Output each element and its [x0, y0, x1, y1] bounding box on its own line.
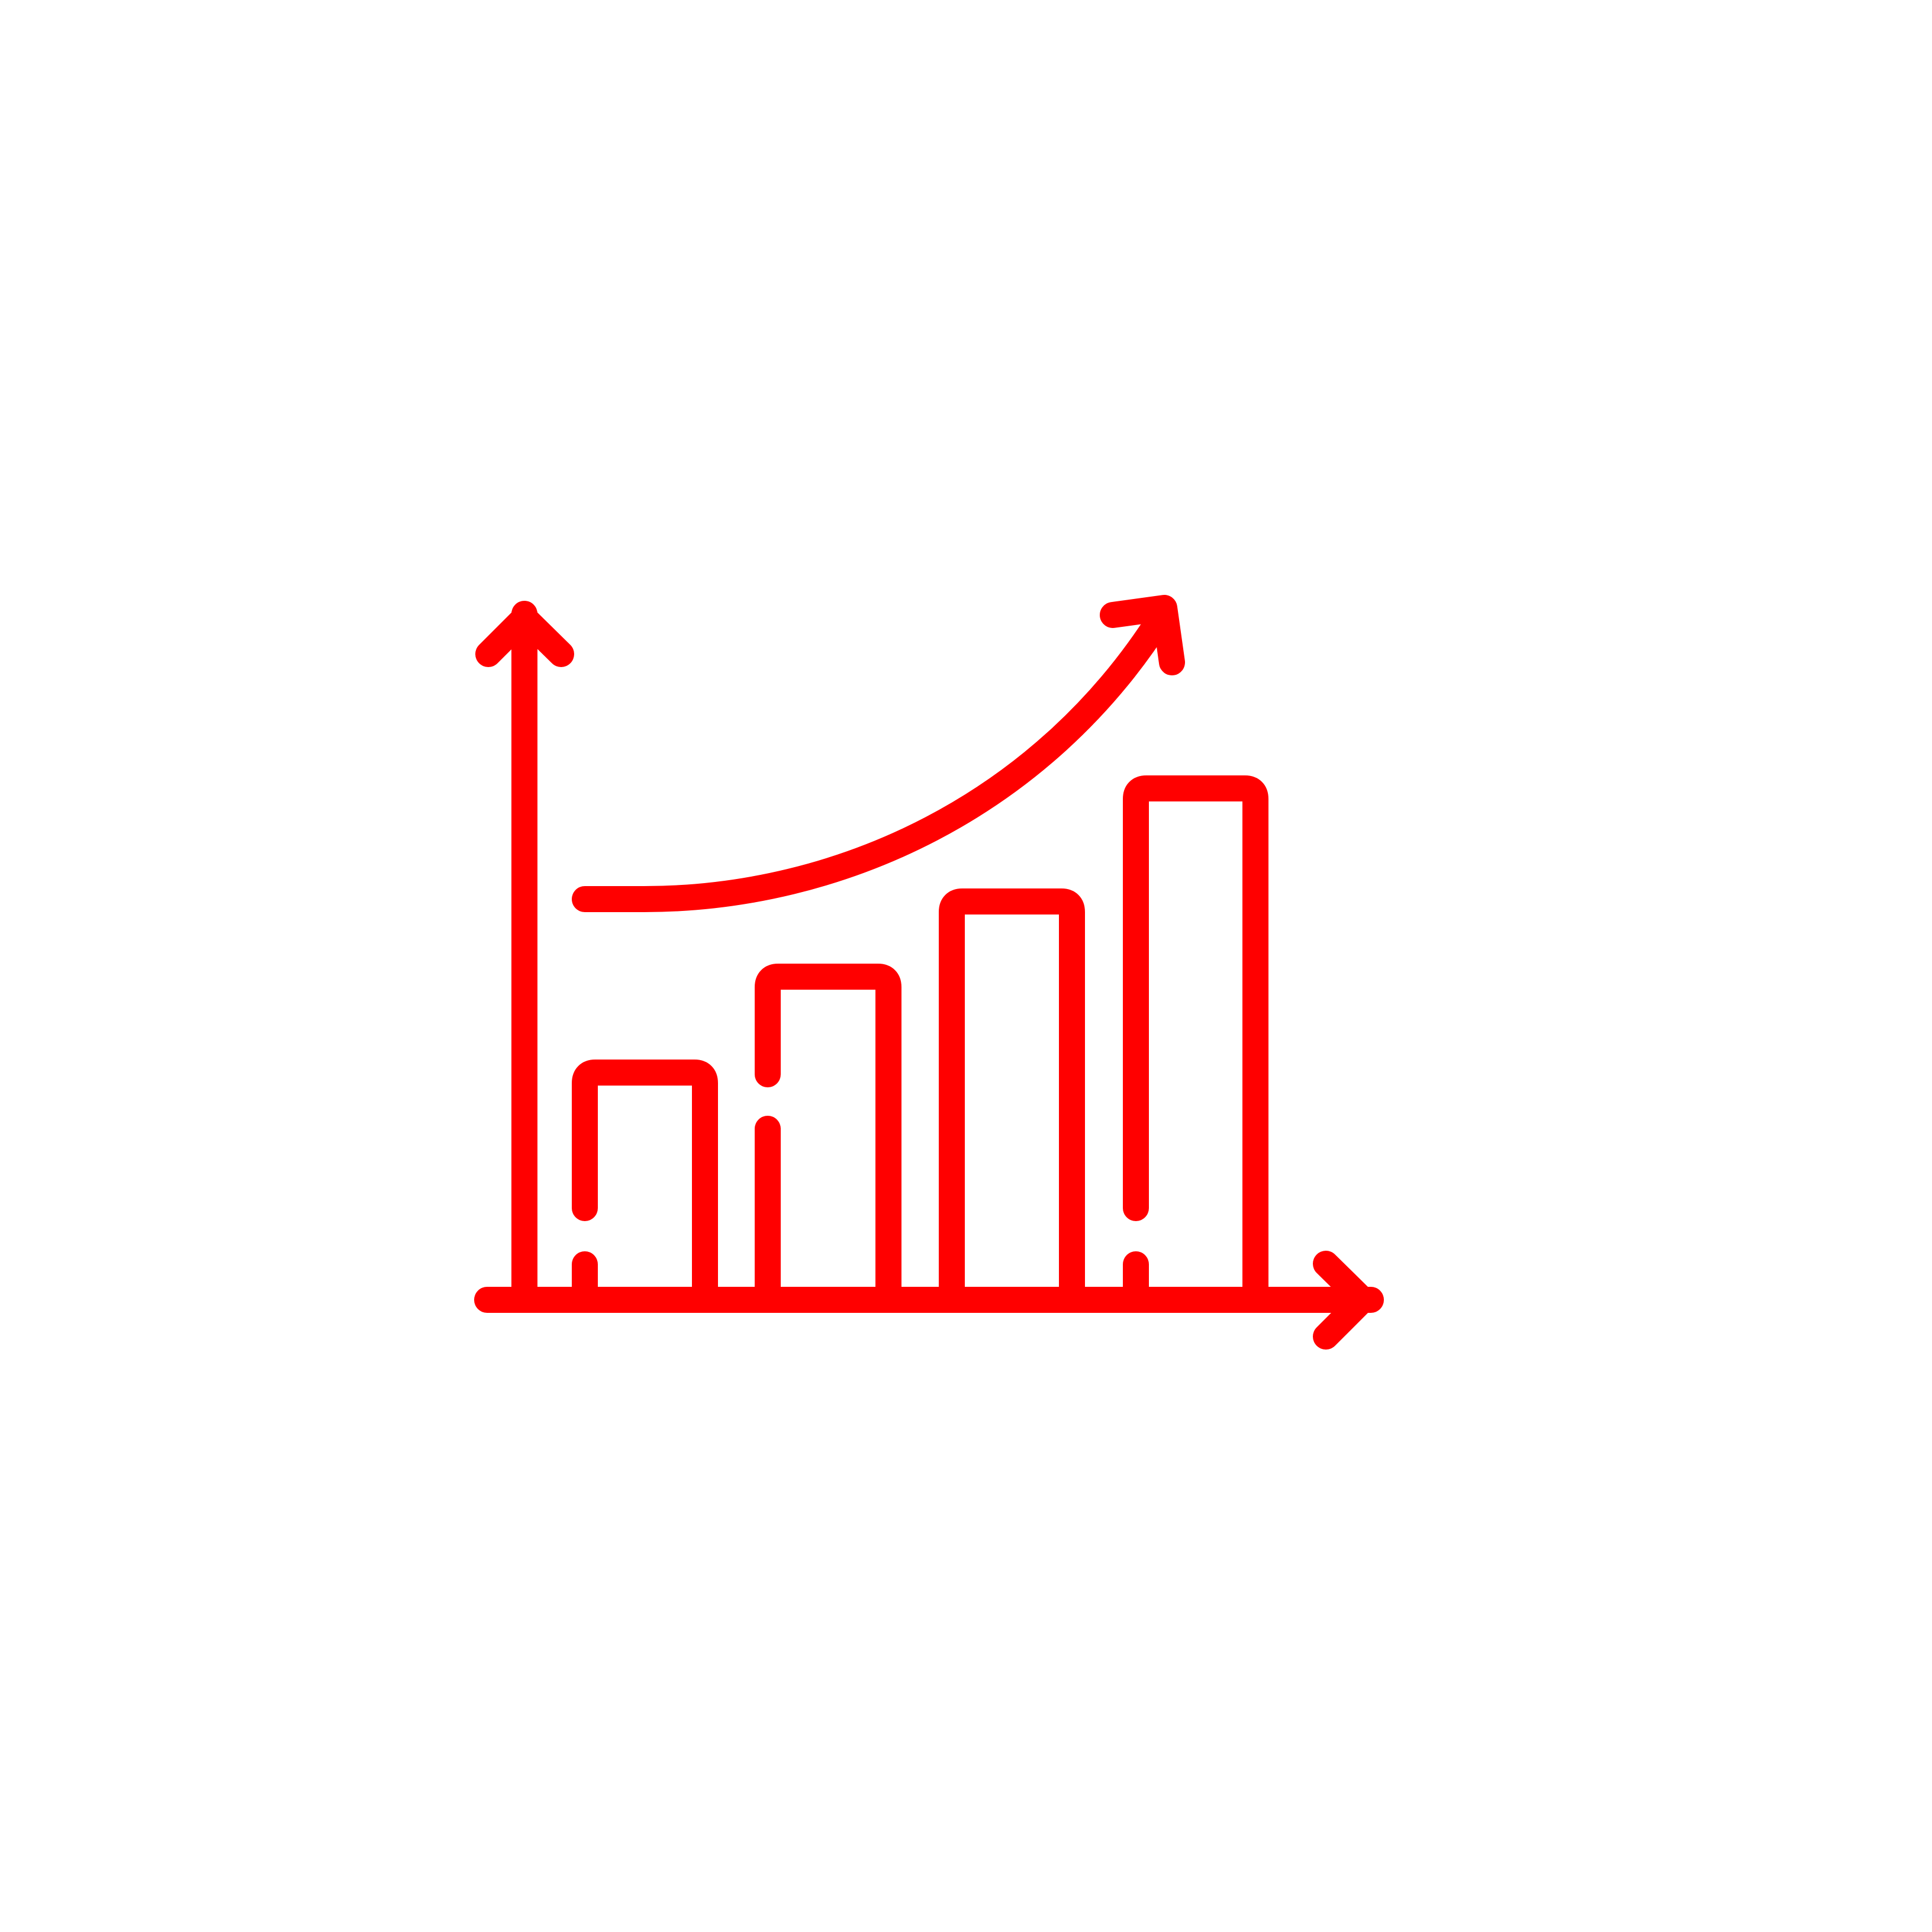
chart-bar-2 — [755, 964, 901, 1300]
chart-bar-4 — [1123, 775, 1268, 1300]
trend-arrowhead-icon — [1100, 595, 1185, 675]
y-axis-arrowhead-icon — [475, 605, 574, 667]
chart-bar-3 — [939, 888, 1085, 1300]
x-axis-arrowhead-icon — [1313, 1251, 1376, 1350]
trend-curve — [572, 606, 1173, 912]
chart-bar-1 — [572, 1060, 718, 1300]
